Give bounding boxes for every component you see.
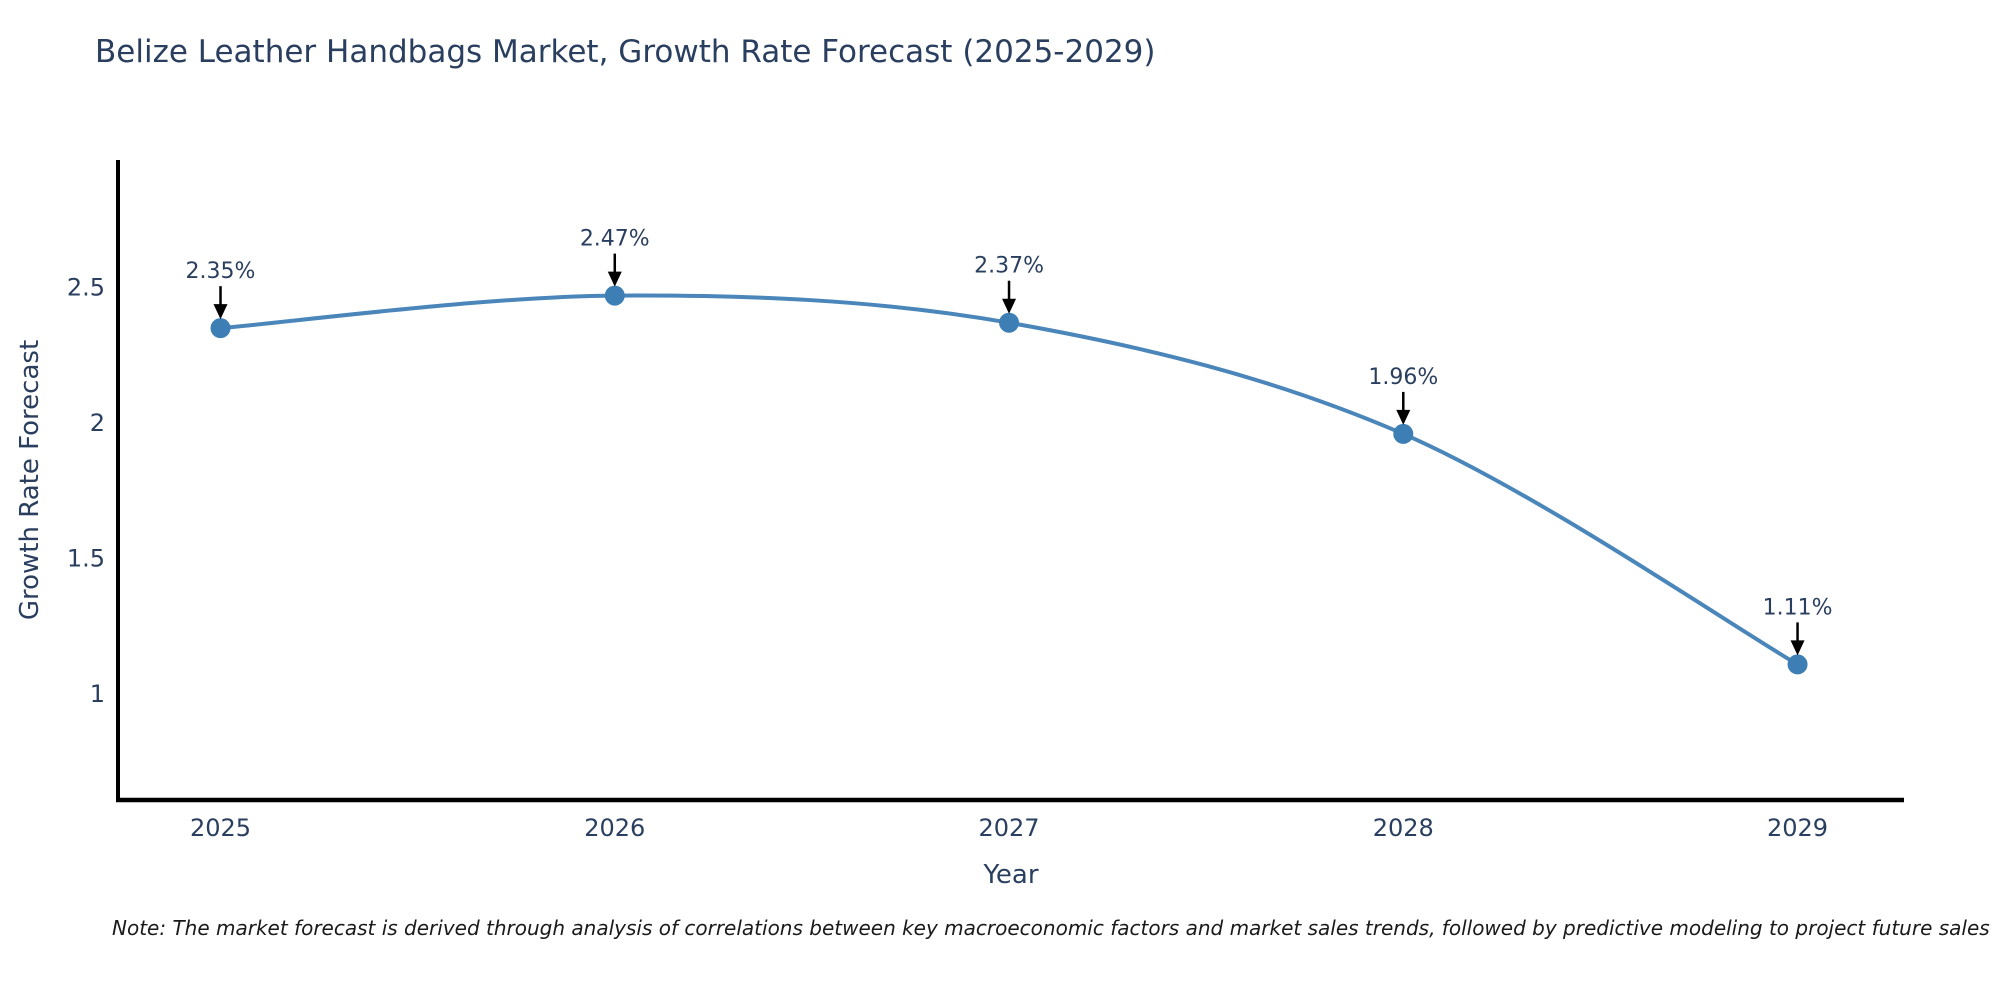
x-tick-label: 2027 — [978, 814, 1039, 842]
y-axis-title: Growth Rate Forecast — [15, 339, 45, 621]
chart-title: Belize Leather Handbags Market, Growth R… — [95, 34, 1156, 70]
x-axis-title: Year — [983, 860, 1039, 890]
data-point-marker — [210, 318, 231, 339]
annotation-arrowhead-icon — [1002, 298, 1017, 314]
annotation-label: 1.11% — [1763, 595, 1833, 620]
x-tick-label: 2029 — [1767, 814, 1828, 842]
annotation-arrowhead-icon — [1790, 640, 1805, 656]
data-point-marker — [999, 312, 1020, 333]
forecast-line — [218, 293, 1800, 667]
annotation-label: 1.96% — [1368, 365, 1438, 390]
annotation-label: 2.37% — [974, 254, 1044, 279]
x-tick-label: 2028 — [1373, 814, 1434, 842]
annotation-label: 2.47% — [580, 227, 650, 252]
y-tick-label: 1.5 — [67, 545, 105, 573]
data-point-marker — [604, 285, 625, 306]
y-tick-label: 2.5 — [67, 273, 105, 301]
x-tick-label: 2026 — [584, 814, 645, 842]
footnote: Note: The market forecast is derived thr… — [112, 916, 1990, 940]
data-point-marker — [1787, 654, 1808, 675]
y-tick-label: 1 — [90, 680, 105, 708]
y-tick-label: 2 — [90, 409, 105, 437]
annotation-arrowhead-icon — [1396, 409, 1411, 425]
annotation-arrowhead-icon — [213, 304, 228, 320]
annotation-arrowhead-icon — [607, 271, 622, 287]
annotation-label: 2.35% — [186, 259, 256, 284]
x-tick-label: 2025 — [190, 814, 251, 842]
data-point-marker — [1393, 423, 1414, 444]
